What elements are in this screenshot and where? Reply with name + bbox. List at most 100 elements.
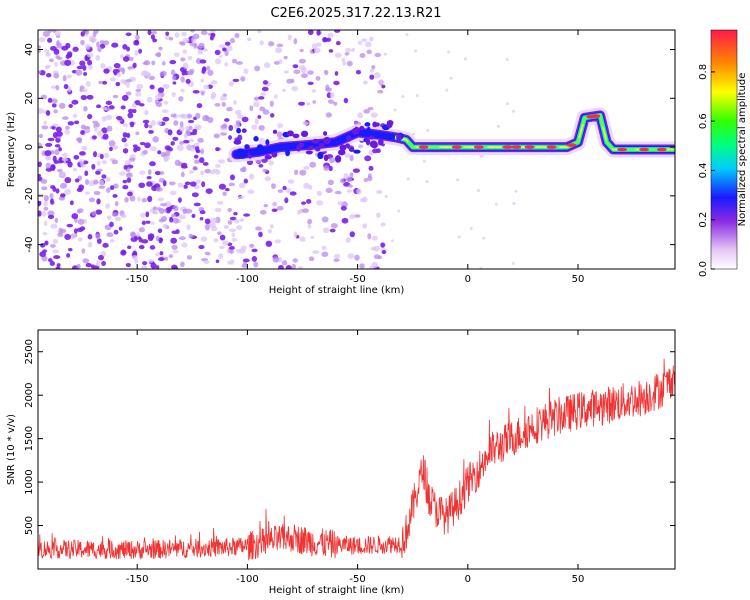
noise-speckle [303, 182, 310, 189]
noise-speckle [383, 52, 387, 56]
noise-speckle [84, 128, 91, 133]
colorbar-tick-label: 0.6 [698, 113, 709, 129]
noise-speckle [162, 180, 167, 187]
noise-speckle [49, 192, 54, 199]
noise-speckle [310, 235, 315, 240]
noise-speckle [145, 211, 150, 218]
noise-speckle [141, 239, 149, 244]
noise-speckle [134, 50, 139, 57]
noise-speckle [72, 46, 79, 52]
noise-speckle [371, 65, 376, 70]
noise-speckle [145, 220, 151, 224]
noise-speckle [334, 190, 342, 195]
noise-speckle [49, 260, 55, 266]
bottom-xtick-label: -150 [126, 574, 149, 585]
noise-speckle [96, 198, 101, 205]
noise-speckle [136, 231, 140, 238]
ridge-blob [244, 144, 249, 150]
ridge-blob [372, 121, 378, 128]
noise-speckle [371, 235, 378, 241]
noise-speckle [228, 135, 233, 140]
noise-speckle [238, 182, 246, 189]
noise-speckle [144, 122, 149, 129]
ridge-hotspot [617, 147, 628, 152]
noise-speckle [109, 146, 113, 152]
noise-speckle [194, 124, 202, 129]
noise-speckle [124, 196, 129, 203]
noise-speckle [109, 221, 114, 228]
noise-speckle [260, 92, 266, 97]
noise-speckle [263, 62, 271, 69]
noise-speckle [155, 252, 160, 257]
noise-speckle [180, 113, 188, 120]
noise-speckle [171, 244, 178, 250]
noise-speckle [161, 109, 169, 114]
noise-speckle [133, 146, 138, 153]
noise-speckle [447, 50, 451, 54]
noise-speckle [254, 118, 259, 125]
noise-speckle [173, 52, 180, 58]
colorbar: 0.0 0.2 0.4 0.6 0.8 Normalized spectral ampli… [698, 29, 748, 277]
ridge-hotspot [566, 143, 577, 147]
noise-speckle [149, 84, 155, 90]
noise-speckle [243, 68, 249, 74]
noise-speckle [170, 237, 178, 244]
noise-speckle [274, 239, 281, 244]
noise-speckle [180, 88, 185, 93]
noise-speckle [226, 106, 233, 112]
noise-speckles [38, 30, 518, 269]
noise-speckle [380, 242, 386, 248]
noise-speckle [55, 126, 62, 133]
noise-speckle [329, 157, 336, 164]
noise-speckle [149, 245, 156, 250]
noise-speckle [307, 218, 313, 225]
noise-speckle [265, 240, 273, 247]
noise-speckle [142, 261, 148, 266]
noise-speckle [214, 207, 222, 213]
noise-speckle [135, 91, 142, 97]
noise-speckle [162, 224, 168, 229]
noise-speckle [60, 182, 68, 189]
noise-speckle [335, 40, 341, 46]
colorbar-tick-label: 0.8 [698, 64, 709, 80]
noise-speckle [50, 244, 56, 248]
noise-speckle [162, 208, 167, 213]
noise-speckle [185, 129, 191, 135]
noise-speckle [97, 46, 102, 53]
noise-speckle [120, 214, 127, 219]
noise-speckle [209, 35, 214, 41]
noise-speckle [218, 159, 226, 164]
noise-speckle [215, 164, 221, 168]
noise-speckle [199, 157, 205, 164]
noise-speckle [367, 173, 372, 178]
noise-speckle [184, 181, 191, 186]
noise-speckle [170, 141, 175, 146]
noise-speckle [142, 119, 150, 124]
ridge-blob [337, 149, 346, 156]
noise-speckle [305, 199, 312, 204]
noise-speckle [128, 157, 136, 162]
noise-speckle [269, 113, 275, 118]
noise-speckle [125, 78, 132, 83]
noise-speckle [457, 235, 461, 239]
noise-speckle [328, 165, 333, 172]
noise-speckle [187, 55, 193, 61]
noise-speckle [113, 229, 119, 235]
noise-speckle [282, 88, 286, 93]
noise-speckle [155, 101, 163, 108]
noise-speckle [275, 47, 283, 54]
noise-speckle [178, 236, 186, 241]
noise-speckle [380, 222, 386, 227]
noise-speckle [116, 72, 122, 78]
noise-speckle [175, 229, 180, 235]
noise-speckle [80, 130, 85, 135]
noise-speckle [308, 256, 315, 262]
noise-speckle [66, 253, 71, 258]
noise-speckle [213, 238, 219, 243]
noise-speckle [333, 253, 341, 259]
noise-speckle [241, 263, 248, 268]
noise-speckle [128, 108, 134, 114]
noise-speckle [114, 201, 119, 207]
noise-speckle [135, 131, 140, 136]
